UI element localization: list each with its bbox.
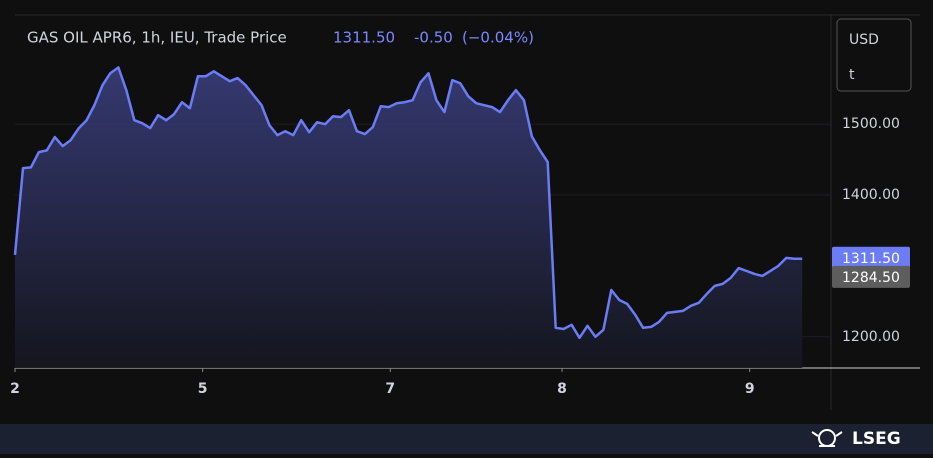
unit-box	[836, 18, 912, 92]
brand: LSEG	[852, 429, 901, 449]
unit: t	[849, 67, 855, 83]
x-tick-label: 2	[10, 381, 20, 397]
x-tick-label: 8	[557, 381, 567, 397]
line	[13, 66, 803, 340]
x-tick-label: 5	[198, 381, 208, 397]
unit: USD	[849, 32, 879, 48]
footer	[0, 424, 933, 454]
y-tick-label: 1400.00	[842, 187, 900, 203]
y-tick-label: 1200.00	[842, 329, 900, 345]
brand-logo	[811, 429, 843, 447]
reference-price-tag-label: 1284.50	[842, 270, 900, 286]
last-price-tag-label: 1311.50	[842, 251, 900, 267]
x-tick-label: 9	[745, 381, 755, 397]
reference-price-tag	[832, 265, 910, 288]
y-tick-label: 1500.00	[842, 116, 900, 132]
change: -0.50	[414, 29, 453, 47]
last-quote: 1311.50	[333, 29, 395, 47]
last-price-tag	[832, 246, 910, 269]
plot	[13, 66, 830, 368]
chart-title: GAS OIL APR6, 1h, IEU, Trade Price	[27, 29, 287, 47]
x-tick-label: 7	[385, 381, 395, 397]
change-pct: (−0.04%)	[462, 29, 534, 47]
area	[15, 67, 803, 368]
